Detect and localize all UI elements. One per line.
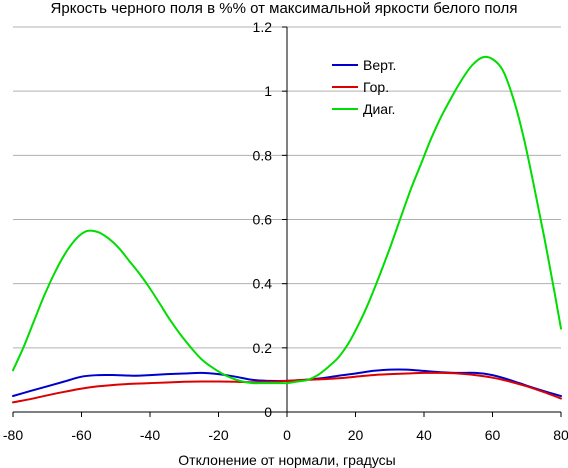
x-tick-labels: -80 -60 -40 -20 0 20 40 60 80 <box>3 427 568 443</box>
y-tick-label-1: 0.2 <box>253 340 273 356</box>
x-tick-label-1: -60 <box>71 427 91 443</box>
y-tick-label-3: 0.6 <box>253 212 273 228</box>
legend-label-0: Верт. <box>363 57 396 73</box>
y-tick-label-4: 0.8 <box>253 147 273 163</box>
legend-label-1: Гор. <box>363 79 389 95</box>
x-tick-label-6: 40 <box>416 427 432 443</box>
y-tick-label-2: 0.4 <box>253 276 273 292</box>
x-tick-label-8: 80 <box>553 427 568 443</box>
x-tick-label-3: -20 <box>208 427 228 443</box>
x-tick-label-0: -80 <box>3 427 23 443</box>
series-line-1 <box>12 371 562 404</box>
series-lines <box>12 55 562 404</box>
x-tick-label-7: 60 <box>485 427 501 443</box>
chart-title: Яркость черного поля в %% от максимально… <box>51 0 518 17</box>
x-tick-label-4: 0 <box>283 427 291 443</box>
series-line-2 <box>12 55 562 385</box>
y-tick-label-0: 0 <box>264 404 272 420</box>
x-tick-label-2: -40 <box>140 427 160 443</box>
y-tick-label-5: 1 <box>264 83 272 99</box>
x-tick-label-5: 20 <box>348 427 364 443</box>
axes <box>12 26 562 417</box>
legend-label-2: Диаг. <box>363 101 395 117</box>
y-tick-label-6: 1.2 <box>253 19 273 35</box>
y-tick-labels: 0 0.2 0.4 0.6 0.8 1 1.2 <box>253 19 273 420</box>
x-axis-label: Отклонение от нормали, градусы <box>178 452 395 468</box>
legend: Верт. Гор. Диаг. <box>332 57 396 117</box>
